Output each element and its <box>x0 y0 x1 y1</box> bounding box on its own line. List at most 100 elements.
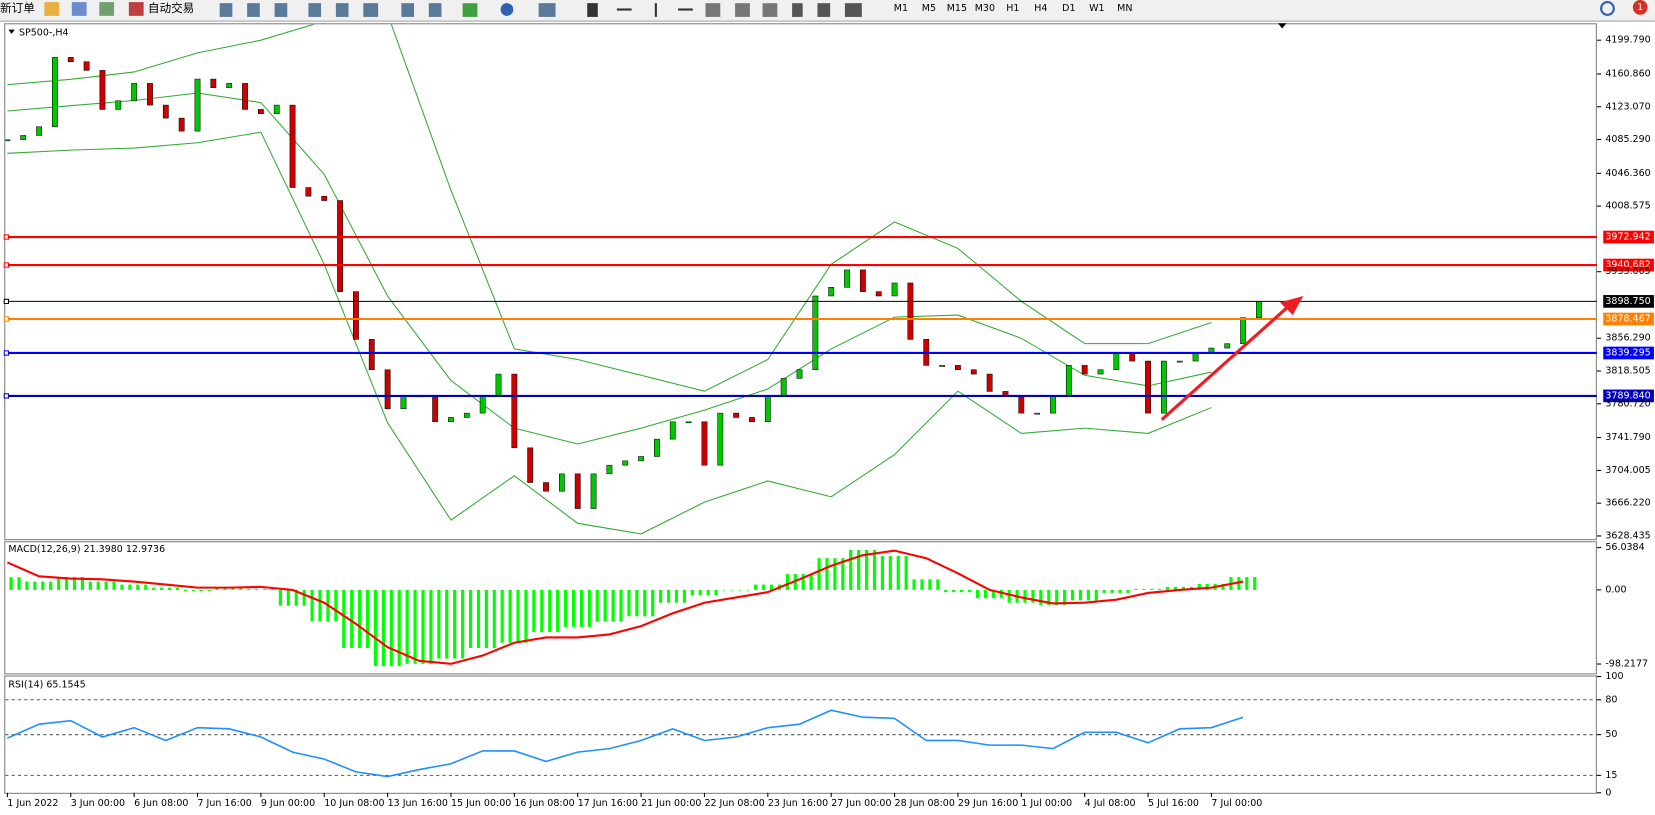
macd-plot <box>6 549 1257 667</box>
icon[interactable] <box>678 8 693 11</box>
candle <box>20 135 27 141</box>
macd-bar <box>769 584 774 590</box>
macd-bar <box>278 589 282 606</box>
macd-bar <box>603 589 607 622</box>
icon[interactable] <box>762 3 778 17</box>
macd-bar <box>516 589 520 643</box>
x-tick-label: 17 Jun 16:00 <box>578 798 638 809</box>
level-anchor <box>3 350 9 356</box>
icon[interactable] <box>500 3 514 16</box>
y-tick-label: 3933.005 <box>1605 266 1650 277</box>
macd-bar <box>611 589 615 622</box>
icon[interactable] <box>274 3 288 17</box>
icon[interactable] <box>428 3 442 17</box>
icon[interactable] <box>654 3 657 17</box>
shift-marker <box>1277 23 1287 29</box>
x-tick-label: 13 Jun 16:00 <box>388 798 448 809</box>
icon[interactable] <box>792 3 803 17</box>
icon[interactable] <box>705 3 721 17</box>
macd-bar <box>896 555 900 590</box>
macd-bar <box>595 589 599 622</box>
candle <box>558 473 565 492</box>
macd-bar <box>1007 589 1011 603</box>
timeframe-button[interactable]: MN <box>1117 3 1132 14</box>
macd-bar <box>64 577 69 590</box>
icon[interactable] <box>401 3 415 17</box>
y-tick-label: 56.0384 <box>1605 542 1644 553</box>
macd-bar <box>144 584 148 590</box>
auto-trading-icon[interactable] <box>128 2 144 16</box>
macd-bar <box>270 588 275 590</box>
icon[interactable] <box>219 3 233 17</box>
candle <box>178 117 185 132</box>
macd-bar <box>1063 589 1067 605</box>
icon[interactable] <box>538 3 556 17</box>
macd-bar <box>880 555 885 590</box>
macd-bar <box>785 574 789 590</box>
new-order-button[interactable]: 新订单 <box>0 1 35 15</box>
axes: 3972.942 3940.682 3898.750 3878.467 3839.295… <box>3 35 1654 809</box>
icon[interactable] <box>99 2 115 16</box>
macd-bar <box>1181 586 1186 590</box>
candle <box>1081 365 1088 375</box>
macd-bar <box>706 589 710 596</box>
candle <box>257 109 264 115</box>
timeframe-button[interactable]: M15 <box>947 3 967 14</box>
icon[interactable] <box>587 3 598 17</box>
candle <box>939 365 945 367</box>
macd-bar <box>817 558 821 590</box>
icon[interactable] <box>462 3 478 17</box>
candle <box>812 295 819 370</box>
candle <box>796 369 803 379</box>
y-tick-label: 15 <box>1605 770 1617 781</box>
candle <box>717 412 724 466</box>
candle <box>384 369 391 410</box>
macd-bar <box>429 589 433 664</box>
macd-bar <box>33 581 37 590</box>
level-anchor <box>3 298 9 305</box>
macd-bar <box>160 587 164 590</box>
macd-bar <box>223 587 227 590</box>
icon[interactable] <box>44 2 60 16</box>
timeframe-button[interactable]: H1 <box>1006 3 1019 14</box>
timeframe-button[interactable]: W1 <box>1089 3 1104 14</box>
tool-icons <box>219 3 862 17</box>
icon[interactable] <box>735 3 750 17</box>
macd-bar <box>461 589 465 659</box>
candle <box>162 104 169 119</box>
icon[interactable] <box>817 3 831 17</box>
candle <box>273 104 280 115</box>
macd-bar <box>1134 588 1138 590</box>
timeframe-button[interactable]: M30 <box>975 3 995 14</box>
macd-bar <box>183 589 187 592</box>
rsi-line <box>7 709 1244 778</box>
macd-bar <box>944 589 948 593</box>
auto-trading-button[interactable]: 自动交易 <box>148 1 194 15</box>
icon[interactable] <box>247 3 260 17</box>
bollinger-middle <box>7 92 1212 445</box>
timeframe-button[interactable]: M5 <box>922 3 936 14</box>
level-label-bg <box>1603 295 1654 308</box>
candle <box>828 287 835 297</box>
macd-bar <box>207 589 211 592</box>
icon[interactable] <box>335 3 349 17</box>
timeframe-button[interactable]: M1 <box>894 3 908 14</box>
timeframe-button[interactable]: D1 <box>1062 3 1075 14</box>
icon[interactable] <box>844 3 862 17</box>
candle <box>210 78 217 89</box>
macd-bar <box>381 589 385 667</box>
alert-badge[interactable] <box>1632 0 1648 15</box>
macd-bar <box>96 581 100 590</box>
icon[interactable] <box>308 3 322 17</box>
macd-bar <box>1197 583 1201 590</box>
search-icon[interactable] <box>1600 1 1615 16</box>
icon[interactable] <box>363 3 379 17</box>
macd-bar <box>920 579 924 590</box>
candle <box>955 365 961 370</box>
icon[interactable] <box>71 2 87 16</box>
y-tick-label: 0.00 <box>1605 584 1626 595</box>
macd-bar <box>80 577 84 590</box>
x-tick-label: 7 Jun 16:00 <box>198 798 252 809</box>
icon[interactable] <box>616 8 632 11</box>
timeframe-button[interactable]: H4 <box>1034 3 1047 14</box>
